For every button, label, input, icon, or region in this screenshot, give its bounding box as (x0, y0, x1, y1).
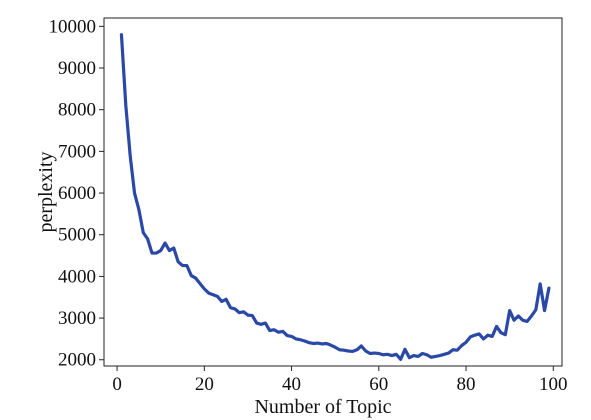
perplexity-series-line (119, 33, 551, 361)
y-tick-label: 10000 (49, 16, 97, 37)
x-tick-label: 60 (369, 374, 388, 395)
y-tick-label: 7000 (58, 141, 96, 162)
y-tick-label: 3000 (58, 308, 96, 329)
y-axis-ticks: 2000 3000 4000 5000 6000 7000 8000 9000 10000 (49, 16, 104, 371)
x-tick-label: 0 (112, 374, 122, 395)
x-tick-label: 40 (282, 374, 301, 395)
plot-area (103, 17, 563, 367)
y-tick-label: 5000 (58, 225, 96, 246)
x-tick-label: 20 (195, 374, 214, 395)
x-axis-ticks: 0 20 40 60 80 100 (112, 366, 568, 395)
y-tick-label: 9000 (58, 58, 96, 79)
y-tick-label: 4000 (58, 266, 96, 287)
x-tick-label: 100 (539, 374, 568, 395)
y-tick-label: 2000 (58, 350, 96, 371)
x-axis-label: Number of Topic (254, 396, 391, 418)
x-tick-label: 80 (457, 374, 476, 395)
y-tick-label: 6000 (58, 183, 96, 204)
y-axis-label: perplexity (35, 151, 57, 232)
y-tick-label: 8000 (58, 100, 96, 121)
